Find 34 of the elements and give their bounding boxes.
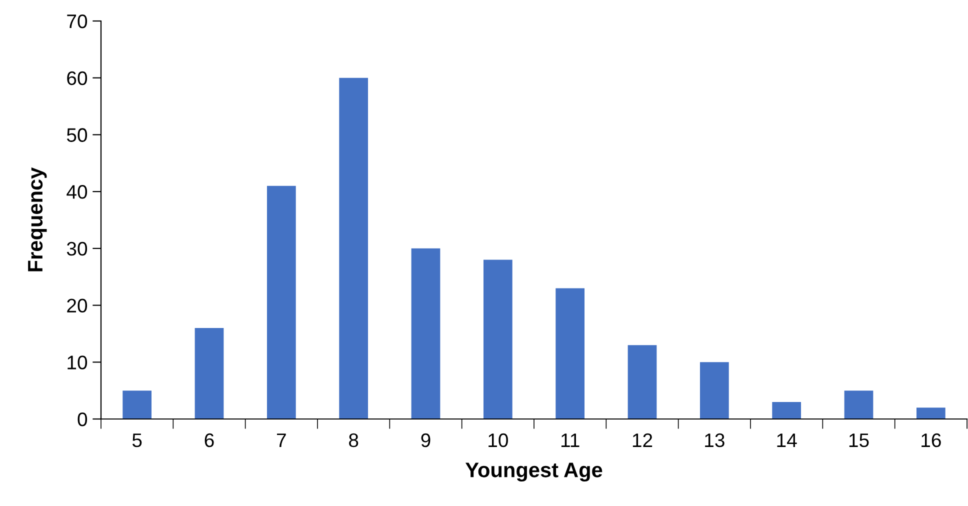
bar (266, 186, 296, 419)
bar (122, 390, 152, 419)
bar (628, 345, 657, 419)
y-axis-title: Frequency (28, 167, 47, 272)
x-axis-title: Youngest Age (465, 462, 602, 482)
y-tick-label: 20 (67, 298, 88, 313)
x-tick-label: 9 (421, 433, 430, 448)
x-tick-label: 14 (777, 434, 797, 447)
bar (556, 288, 585, 419)
bar (772, 402, 802, 419)
bar (339, 78, 368, 419)
bar (916, 408, 946, 419)
bar (700, 362, 729, 419)
y-tick-label: 70 (67, 14, 88, 28)
x-tick-label: 16 (922, 433, 941, 448)
y-tick-label: 60 (67, 71, 88, 86)
y-tick-label: 0 (78, 412, 88, 426)
x-tick-label: 5 (132, 434, 142, 448)
bar (194, 328, 224, 419)
x-tick-label: 15 (849, 434, 869, 448)
y-tick-label: 50 (66, 128, 88, 142)
x-tick-label: 12 (632, 433, 652, 447)
bar (411, 248, 440, 419)
x-tick-label: 10 (488, 433, 508, 448)
y-tick-label: 10 (68, 356, 88, 370)
x-tick-label: 11 (561, 434, 580, 447)
bar (483, 260, 512, 419)
x-tick-label: 13 (705, 433, 724, 448)
bar (844, 390, 874, 419)
x-tick-label: 8 (349, 433, 358, 448)
x-tick-label: 6 (204, 433, 214, 448)
x-tick-label: 7 (277, 434, 286, 447)
y-tick-label: 40 (66, 185, 88, 199)
y-tick-label: 30 (66, 242, 88, 256)
